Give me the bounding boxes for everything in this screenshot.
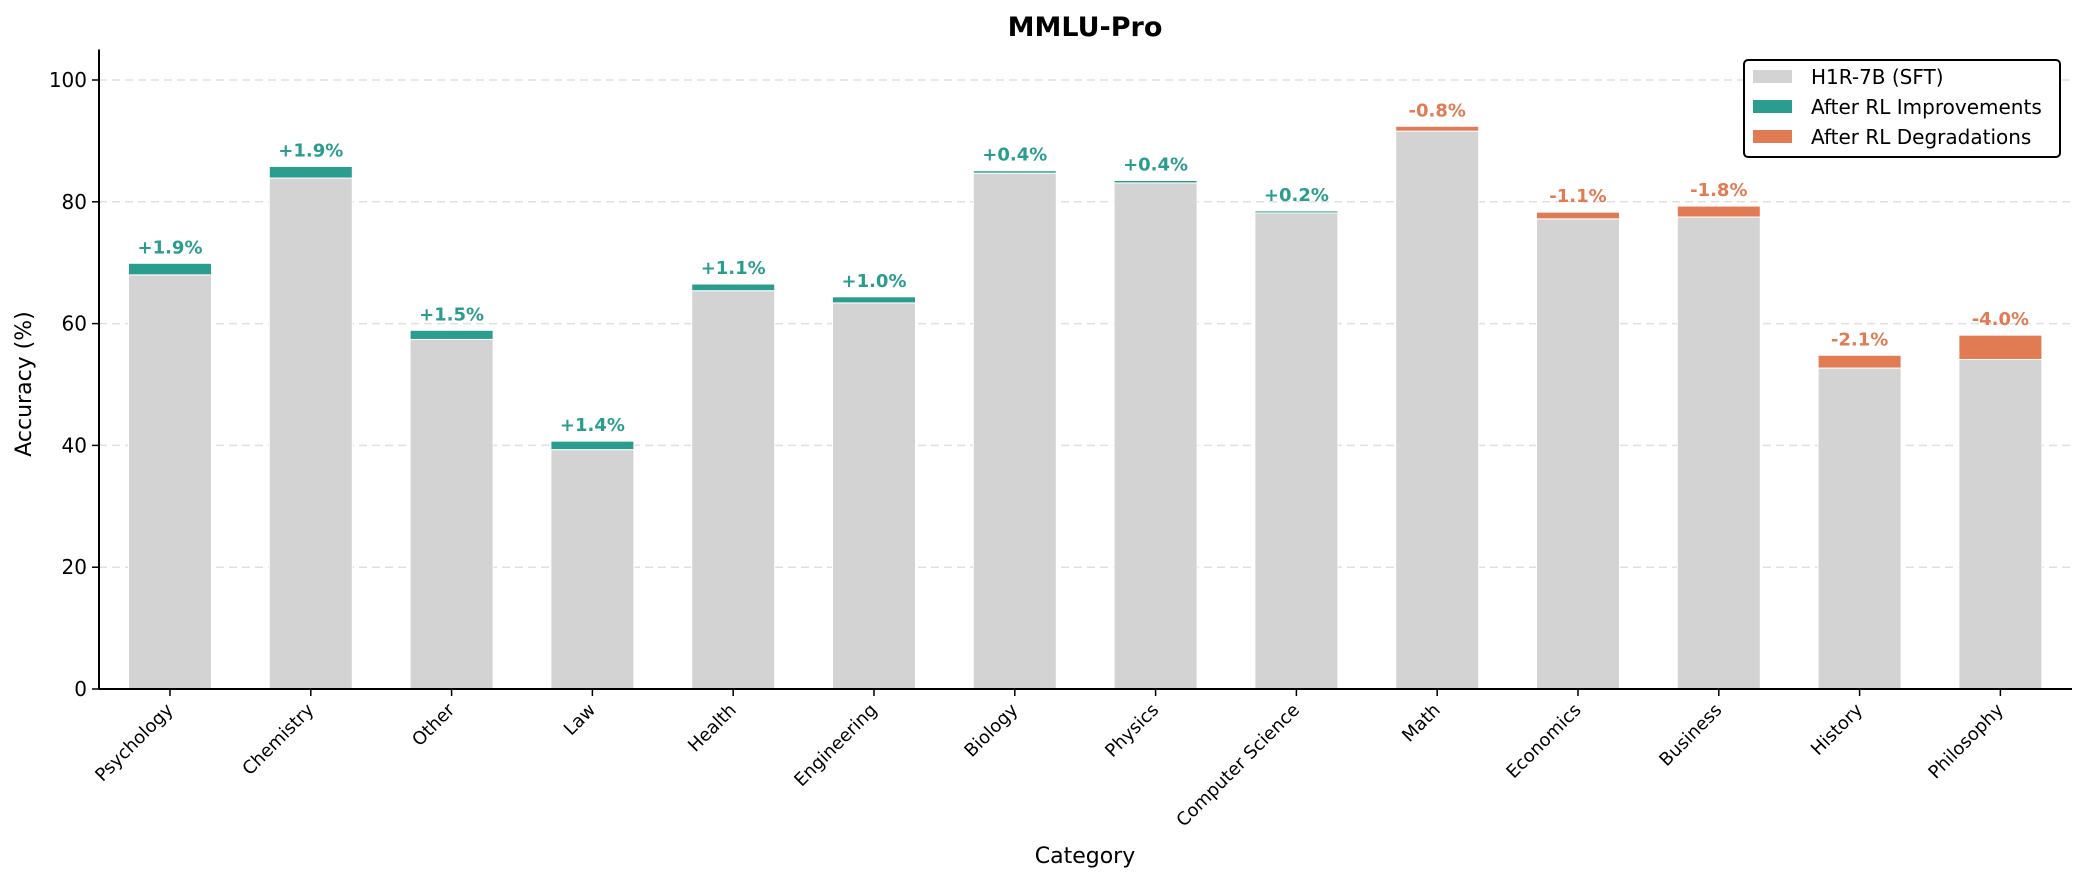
y-tick-label: 40 [62, 433, 87, 457]
improvement-bar [1254, 210, 1339, 214]
base-bar [409, 338, 494, 690]
y-tick-label: 100 [49, 68, 87, 92]
legend-label: H1R-7B (SFT) [1811, 65, 1944, 89]
x-tick-label: Biology [960, 699, 1022, 761]
x-tick-label: Psychology [91, 699, 177, 785]
improvement-bar [832, 296, 916, 304]
bar-group-computer-science [1254, 210, 1339, 690]
legend-swatch [1753, 130, 1792, 143]
x-tick-label: Philosophy [1924, 699, 2008, 783]
bar-group-chemistry [268, 165, 353, 690]
bars [128, 125, 2043, 690]
legend-frame [1743, 59, 2061, 158]
x-tick-label: Chemistry [238, 699, 318, 779]
bar-group-philosophy [1958, 334, 2043, 690]
bar-value-label: +1.9% [278, 140, 343, 161]
x-tick-label: Computer Science [1172, 700, 1304, 832]
base-bar [691, 290, 776, 690]
base-bar [1817, 367, 1902, 690]
bar-group-biology [972, 170, 1057, 690]
base-bar [550, 449, 635, 690]
bar-group-history [1817, 354, 1902, 690]
y-tick-label: 20 [62, 555, 87, 579]
bar-group-economics [1536, 211, 1620, 690]
bar-value-label: +1.4% [560, 415, 625, 436]
base-bar [1958, 359, 2043, 690]
improvement-bar [972, 170, 1057, 174]
degradation-bar [1395, 125, 1480, 132]
improvement-bar [691, 283, 776, 292]
bar-value-label: +0.2% [1264, 185, 1329, 206]
improvement-bar [550, 440, 635, 451]
legend-swatch [1753, 100, 1792, 113]
x-tick-label: Engineering [790, 700, 881, 791]
base-bar [832, 302, 916, 690]
base-bar [1395, 130, 1480, 690]
y-axis-label: Accuracy (%) [12, 311, 37, 457]
bar-value-label: +0.4% [1123, 154, 1188, 175]
bar-value-label: -0.8% [1408, 100, 1465, 121]
degradation-bar [1817, 354, 1902, 369]
legend: H1R-7B (SFT) After RL Improvements After R… [1743, 59, 2061, 158]
x-tick-label: Business [1655, 700, 1726, 771]
bar-group-law [550, 440, 635, 690]
bar-value-label: +1.0% [841, 271, 906, 292]
legend-label: After RL Degradations [1811, 125, 2031, 149]
legend-swatch [1753, 70, 1792, 83]
base-bar [1113, 182, 1198, 690]
x-axis-ticks: Psychology Chemistry Other Law Health Enginee… [91, 689, 2008, 831]
y-tick-label: 0 [74, 677, 87, 701]
x-tick-label: Other [408, 699, 459, 750]
base-bar [1536, 218, 1620, 690]
bar-value-label: -4.0% [1972, 309, 2029, 330]
improvement-bar [128, 262, 212, 276]
base-bar [1676, 216, 1761, 690]
y-tick-label: 80 [62, 190, 87, 214]
degradation-bar [1958, 334, 2043, 361]
base-bar [1254, 211, 1339, 690]
bar-group-math [1395, 125, 1480, 690]
bar-value-label: +1.9% [137, 237, 202, 258]
bar-group-physics [1113, 179, 1198, 690]
bar-value-labels: +1.9% +1.9% +1.5% +1.4% +1.1% +1.0% +0.4% +0.4%… [137, 100, 2029, 436]
bar-value-label: -2.1% [1831, 329, 1888, 350]
bar-group-psychology [128, 262, 212, 690]
bar-group-health [691, 283, 776, 690]
x-tick-label: Health [684, 700, 741, 757]
bar-value-label: +1.5% [419, 304, 484, 325]
improvement-bar [268, 165, 353, 179]
bar-group-other [409, 329, 494, 690]
improvement-bar [1113, 179, 1198, 184]
x-tick-label: Math [1398, 700, 1445, 747]
bar-value-label: +1.1% [701, 258, 766, 279]
x-axis-label: Category [1035, 844, 1136, 869]
x-tick-label: Economics [1502, 700, 1585, 783]
bar-group-engineering [832, 296, 916, 690]
bar-value-label: +0.4% [982, 145, 1047, 166]
y-tick-label: 60 [62, 312, 87, 336]
base-bar [268, 177, 353, 690]
bar-value-label: -1.8% [1690, 180, 1747, 201]
legend-label: After RL Improvements [1811, 95, 2042, 119]
improvement-bar [409, 329, 494, 340]
degradation-bar [1536, 211, 1620, 220]
x-tick-label: History [1807, 699, 1867, 759]
x-tick-label: Law [560, 700, 600, 740]
bar-value-label: -1.1% [1549, 186, 1606, 207]
degradation-bar [1676, 205, 1761, 218]
base-bar [128, 274, 212, 690]
bar-group-business [1676, 205, 1761, 690]
y-axis-ticks: 0 20 40 60 80 100 [49, 68, 99, 701]
chart-title: MMLU-Pro [1008, 12, 1163, 43]
base-bar [972, 172, 1057, 690]
axes [98, 49, 2072, 690]
x-tick-label: Physics [1101, 700, 1163, 762]
